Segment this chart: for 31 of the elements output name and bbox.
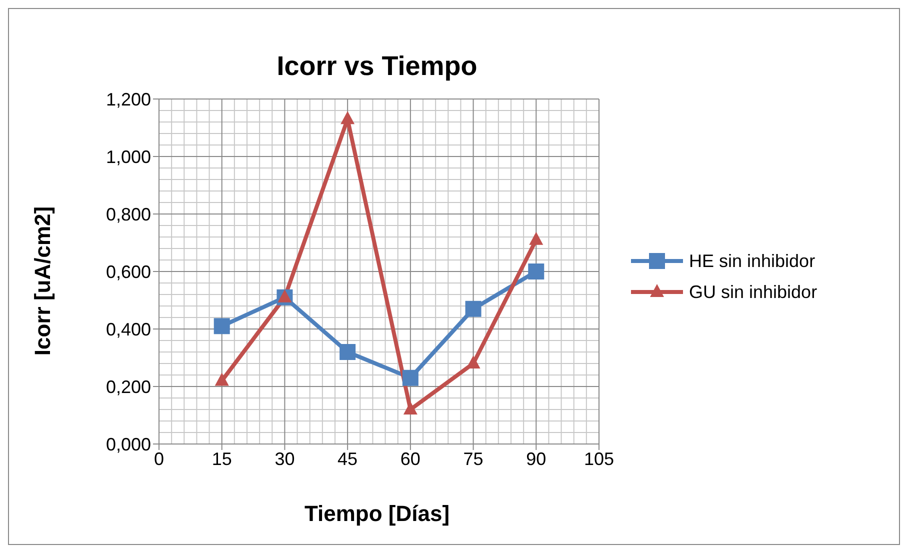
x-tick-label: 90 (526, 448, 546, 469)
x-tick-label: 0 (154, 448, 164, 469)
point (466, 356, 480, 368)
x-tick-label: 30 (274, 448, 295, 469)
point (402, 370, 418, 386)
y-tick-label: 1,200 (106, 89, 151, 110)
x-axis-title: Tiempo [Días] (303, 501, 451, 527)
chart-title: Icorr vs Tiempo (276, 51, 478, 82)
point (403, 402, 418, 414)
point (528, 264, 544, 280)
x-tick-label: 45 (338, 448, 358, 469)
x-tick-label: 105 (584, 448, 614, 469)
point (214, 372, 229, 386)
y-tick-label: 1,000 (106, 146, 151, 167)
legend-label: HE sin inhibidor (689, 250, 816, 272)
y-tick-label: 0,600 (106, 262, 151, 282)
point (214, 318, 230, 334)
y-tick-label: 0,000 (106, 434, 151, 454)
y-tick-label: 0,200 (106, 376, 151, 397)
y-tick-label: 0,800 (106, 204, 151, 224)
x-tick-label: 15 (212, 448, 232, 469)
y-tick-label: 0,400 (106, 319, 151, 340)
x-tick-label: 60 (400, 448, 420, 469)
legend-label: GU sin inhibidor (689, 282, 818, 302)
point (465, 300, 482, 317)
point (340, 344, 356, 360)
y-axis-title: Icorr [uA/cm2] (30, 206, 56, 356)
point (278, 289, 292, 302)
point (340, 111, 355, 124)
x-tick-label: 75 (463, 448, 484, 469)
point (529, 232, 544, 245)
